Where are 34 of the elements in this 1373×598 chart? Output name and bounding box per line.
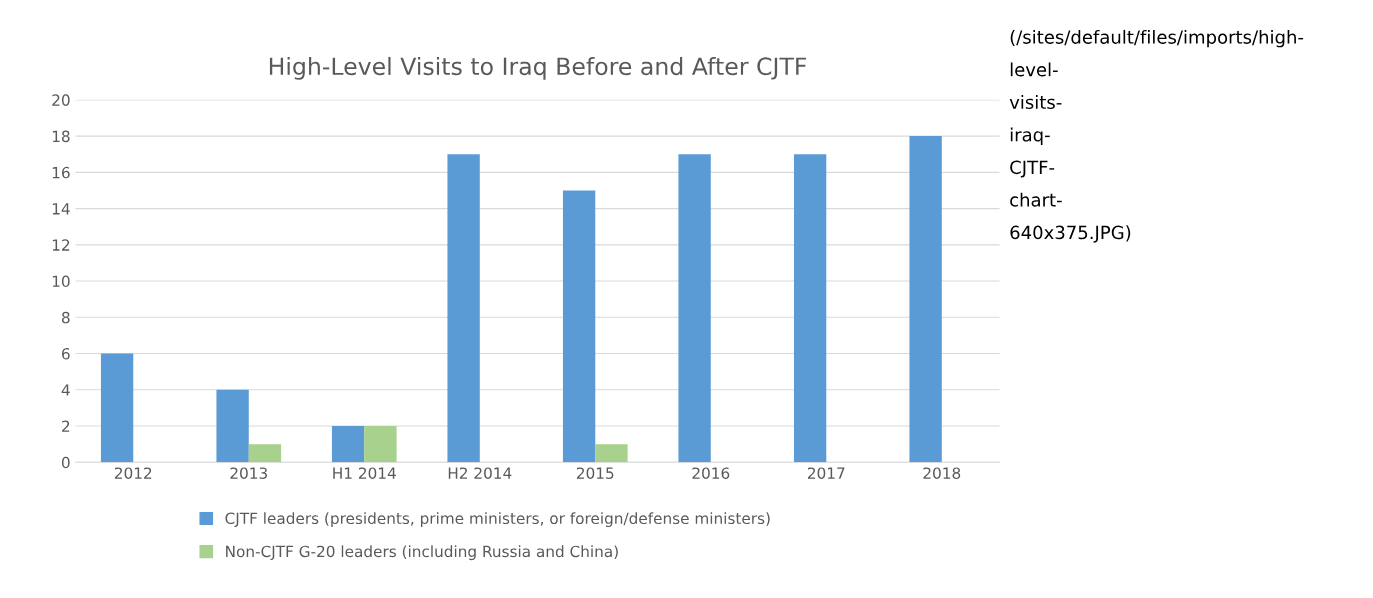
- y-tick-label: 8: [61, 311, 70, 324]
- y-tick-label: 4: [61, 384, 70, 396]
- bar: [909, 136, 942, 463]
- chart-title: High-Level Visits to Iraq Before and After CJTF: [269, 56, 807, 80]
- y-tick-label: 6: [62, 348, 70, 360]
- x-tick-label: 2016: [692, 467, 730, 479]
- y-tick-label: 2: [62, 420, 70, 432]
- bar: [595, 444, 628, 463]
- bar: [331, 426, 365, 463]
- bar: [447, 154, 480, 463]
- x-tick-label: 2018: [923, 467, 961, 479]
- y-tick-label: 20: [52, 94, 70, 106]
- y-tick-label: 10: [52, 275, 70, 288]
- legend-label: Non-CJTF G-20 leaders (including Russia and China): [226, 545, 618, 561]
- bar: [100, 353, 134, 463]
- y-tick-label: 0: [61, 456, 70, 469]
- x-tick-label: 2017: [807, 467, 845, 479]
- x-tick-label: H1 2014: [333, 467, 396, 479]
- text: (/sites/default/files/imports/high- level- visits- iraq- CJTF- chart- 640x375.JPG): [1009, 29, 1304, 243]
- x-tick-label: 2015: [576, 467, 614, 479]
- x-tick-label: 2013: [230, 467, 267, 479]
- bar: [248, 444, 282, 463]
- bar: [216, 389, 249, 463]
- y-tick-label: 12: [52, 239, 70, 251]
- y-tick-label: 16: [52, 166, 70, 179]
- legend-label: CJTF leaders (presidents, prime ministers, or foreign/defense ministers): [225, 512, 770, 528]
- bar: [364, 426, 397, 463]
- x-tick-label: H2 2014: [448, 467, 512, 479]
- bar: [678, 154, 711, 463]
- bar: [562, 190, 596, 463]
- y-tick-label: 18: [52, 130, 70, 143]
- y-tick-label: 14: [52, 203, 70, 215]
- x-tick-label: 2012: [114, 467, 152, 479]
- bar: [793, 154, 827, 463]
